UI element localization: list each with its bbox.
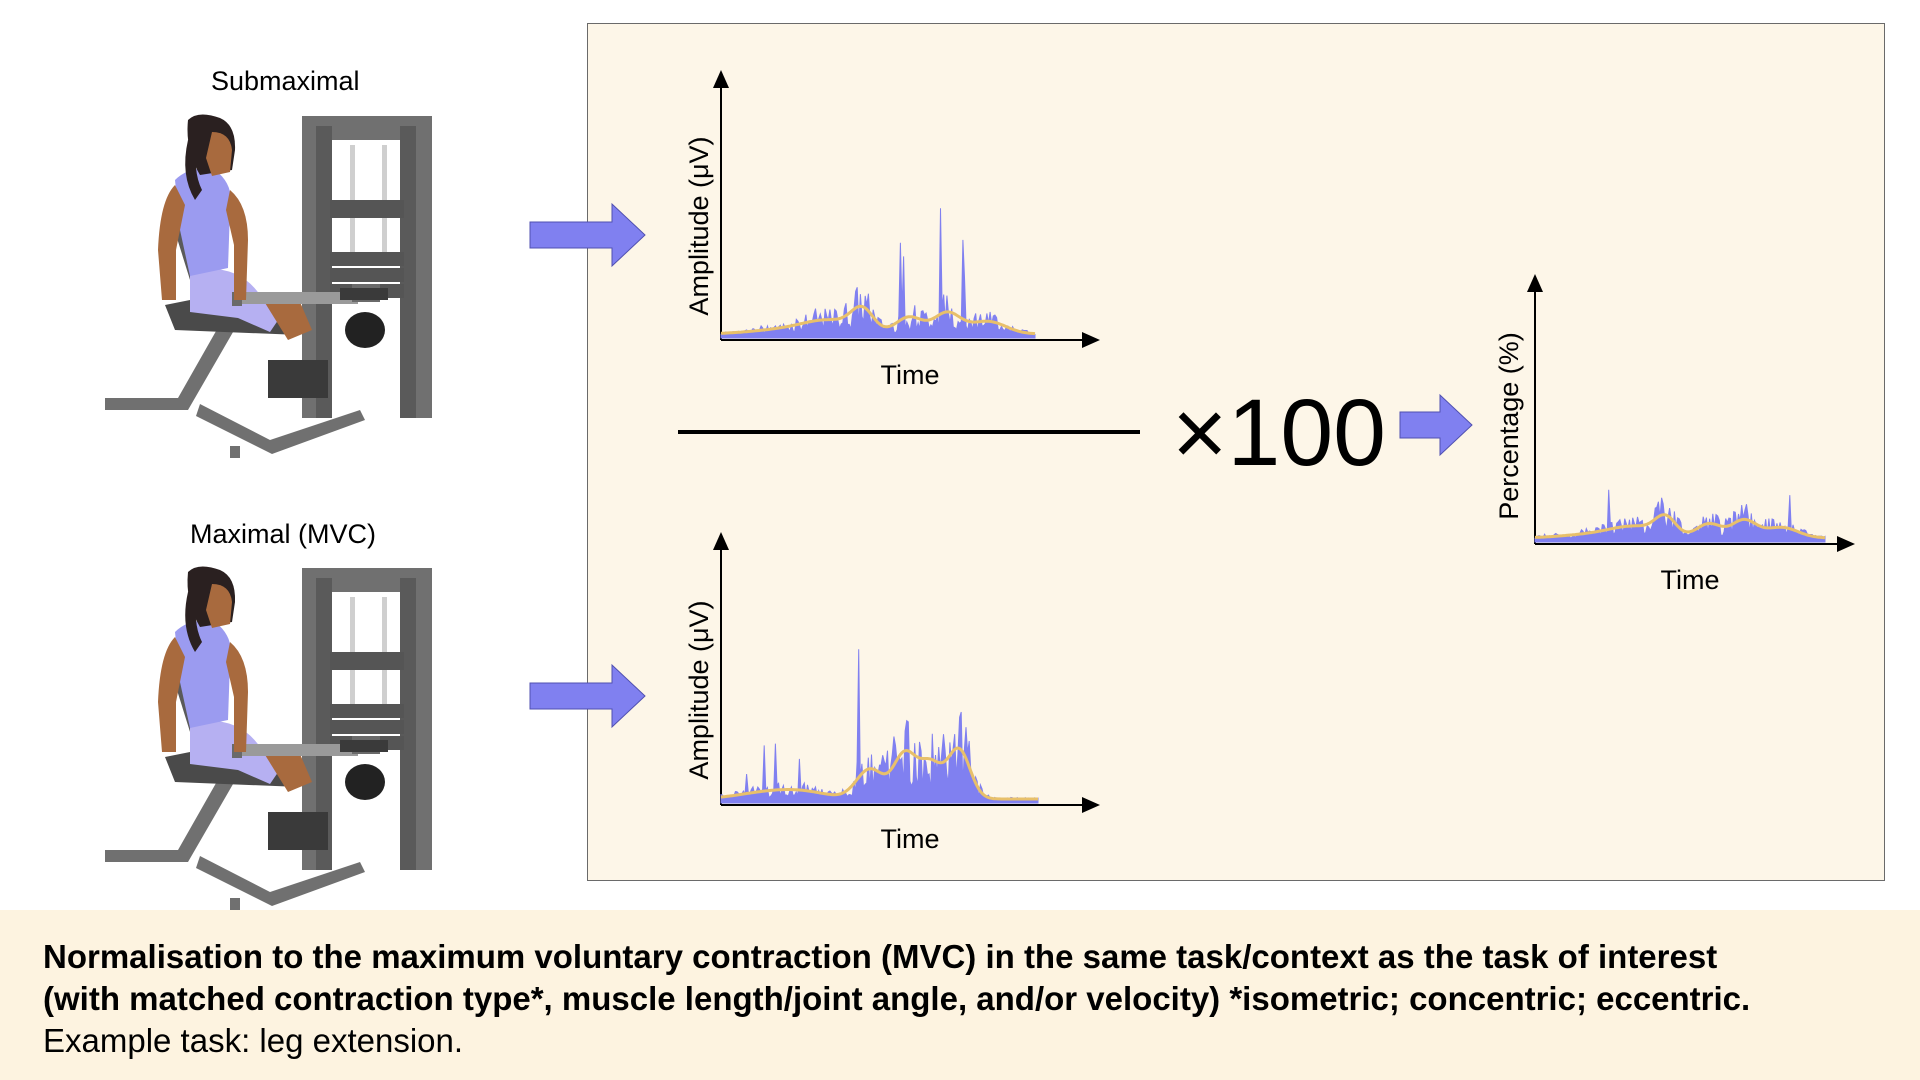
maximal-figure <box>105 566 432 910</box>
multiplier-label: ×100 <box>1172 380 1386 486</box>
arrow-submaximal-icon <box>529 202 646 268</box>
chart-normalised-xlabel: Time <box>1661 565 1720 595</box>
chart-submaximal-xlabel: Time <box>881 360 940 390</box>
chart-submaximal-envelope <box>720 304 1036 336</box>
caption-line-1: Normalisation to the maximum voluntary c… <box>43 938 1718 975</box>
chart-normalised-ylabel: Percentage (%) <box>1494 332 1524 520</box>
caption-box: Normalisation to the maximum voluntary c… <box>0 910 1920 1080</box>
chart-submaximal-ylabel: Amplitude (μV) <box>684 136 714 315</box>
caption-line-2: (with matched contraction type*, muscle … <box>43 980 1751 1017</box>
chart-submaximal: Time Amplitude (μV) <box>684 70 1100 390</box>
caption-line-3: Example task: leg extension. <box>43 1022 464 1059</box>
chart-submaximal-emg-trace <box>720 208 1036 339</box>
chart-maximal-xlabel: Time <box>881 824 940 854</box>
chart-maximal: Time Amplitude (μV) <box>684 532 1100 854</box>
chart-maximal-ylabel: Amplitude (μV) <box>684 600 714 779</box>
label-submaximal: Submaximal <box>211 66 360 96</box>
arrow-output-icon <box>1399 393 1473 457</box>
label-maximal: Maximal (MVC) <box>190 519 376 549</box>
submaximal-figure <box>105 114 432 458</box>
chart-normalised-envelope <box>1534 513 1826 540</box>
chart-normalised: Time Percentage (%) <box>1494 274 1855 595</box>
process-panel <box>587 23 1885 881</box>
arrow-maximal-icon <box>529 663 646 729</box>
chart-maximal-emg-trace <box>720 649 1039 804</box>
chart-maximal-envelope <box>720 746 1038 801</box>
